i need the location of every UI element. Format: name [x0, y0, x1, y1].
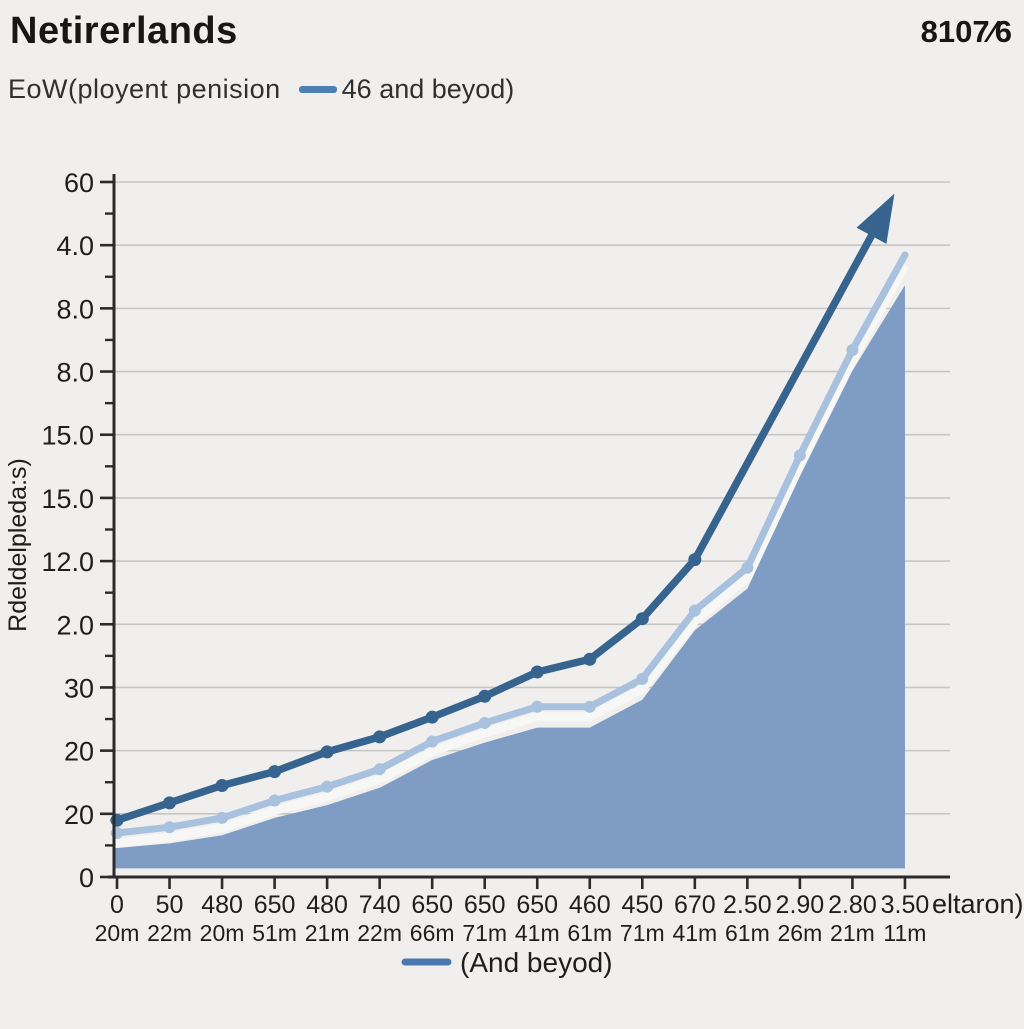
svg-text:26m: 26m	[778, 920, 823, 946]
svg-text:71m: 71m	[620, 920, 665, 946]
svg-text:15.0: 15.0	[41, 484, 94, 514]
svg-text:480: 480	[306, 891, 348, 919]
top-legend-label-right: 46 and beyod)	[341, 74, 515, 104]
line-area-chart: 60 4.0 8.0 8.0 15.0 15.0 12.0 2.0 30 20 20 0 0 20m 50 2…	[0, 150, 1024, 1024]
svg-text:50: 50	[156, 891, 184, 919]
top-legend: EoW(ployent penision 46 and beyod)	[8, 74, 514, 105]
chart-title: Netirerlands	[10, 10, 238, 52]
svg-text:8.0: 8.0	[56, 294, 94, 324]
svg-text:650: 650	[411, 891, 453, 919]
svg-text:21m: 21m	[830, 920, 875, 946]
svg-text:2.80: 2.80	[828, 891, 877, 919]
svg-text:3.50: 3.50	[881, 891, 930, 919]
svg-text:20: 20	[64, 737, 94, 767]
svg-text:740: 740	[359, 891, 401, 919]
svg-text:8.0: 8.0	[56, 358, 94, 388]
svg-text:60: 60	[64, 168, 94, 198]
top-legend-label-left: EoW(ployent penision	[8, 74, 281, 104]
svg-text:0: 0	[110, 891, 124, 919]
svg-text:51m: 51m	[252, 920, 297, 946]
svg-text:11m: 11m	[883, 920, 926, 946]
svg-text:21m: 21m	[305, 920, 350, 946]
svg-text:2.50: 2.50	[723, 891, 772, 919]
svg-text:2.0: 2.0	[56, 610, 94, 640]
svg-text:66m: 66m	[410, 920, 455, 946]
svg-text:650: 650	[464, 891, 506, 919]
svg-text:0: 0	[79, 863, 94, 893]
svg-text:480: 480	[201, 891, 243, 919]
top-right-value: 8107⁄6	[920, 14, 1012, 49]
svg-text:Rdeldelpleda:s): Rdeldelpleda:s)	[4, 458, 32, 632]
chart-canvas: 604.08.08.015.015.012.02.03020200020m502…	[4, 168, 1024, 978]
svg-text:4.0: 4.0	[56, 231, 94, 261]
svg-text:20: 20	[64, 800, 94, 830]
svg-text:650: 650	[254, 891, 296, 919]
svg-text:22m: 22m	[147, 920, 192, 946]
svg-text:650: 650	[516, 891, 558, 919]
svg-text:12.0: 12.0	[41, 547, 94, 577]
svg-text:61m: 61m	[567, 920, 612, 946]
svg-text:61m: 61m	[725, 920, 770, 946]
svg-text:2.90: 2.90	[776, 891, 825, 919]
svg-text:450: 450	[621, 891, 663, 919]
svg-text:eltaron): eltaron)	[932, 889, 1024, 919]
svg-text:30: 30	[64, 673, 94, 703]
svg-text:71m: 71m	[462, 920, 507, 946]
svg-text:20m: 20m	[200, 920, 245, 946]
legend-line-swatch-icon	[298, 86, 337, 93]
svg-text:41m: 41m	[672, 920, 717, 946]
svg-text:(And beyod): (And beyod)	[460, 947, 613, 978]
svg-text:15.0: 15.0	[41, 421, 94, 451]
svg-text:460: 460	[569, 891, 611, 919]
svg-text:22m: 22m	[357, 920, 402, 946]
svg-text:670: 670	[674, 891, 716, 919]
svg-text:41m: 41m	[515, 920, 560, 946]
svg-text:20m: 20m	[95, 920, 140, 946]
